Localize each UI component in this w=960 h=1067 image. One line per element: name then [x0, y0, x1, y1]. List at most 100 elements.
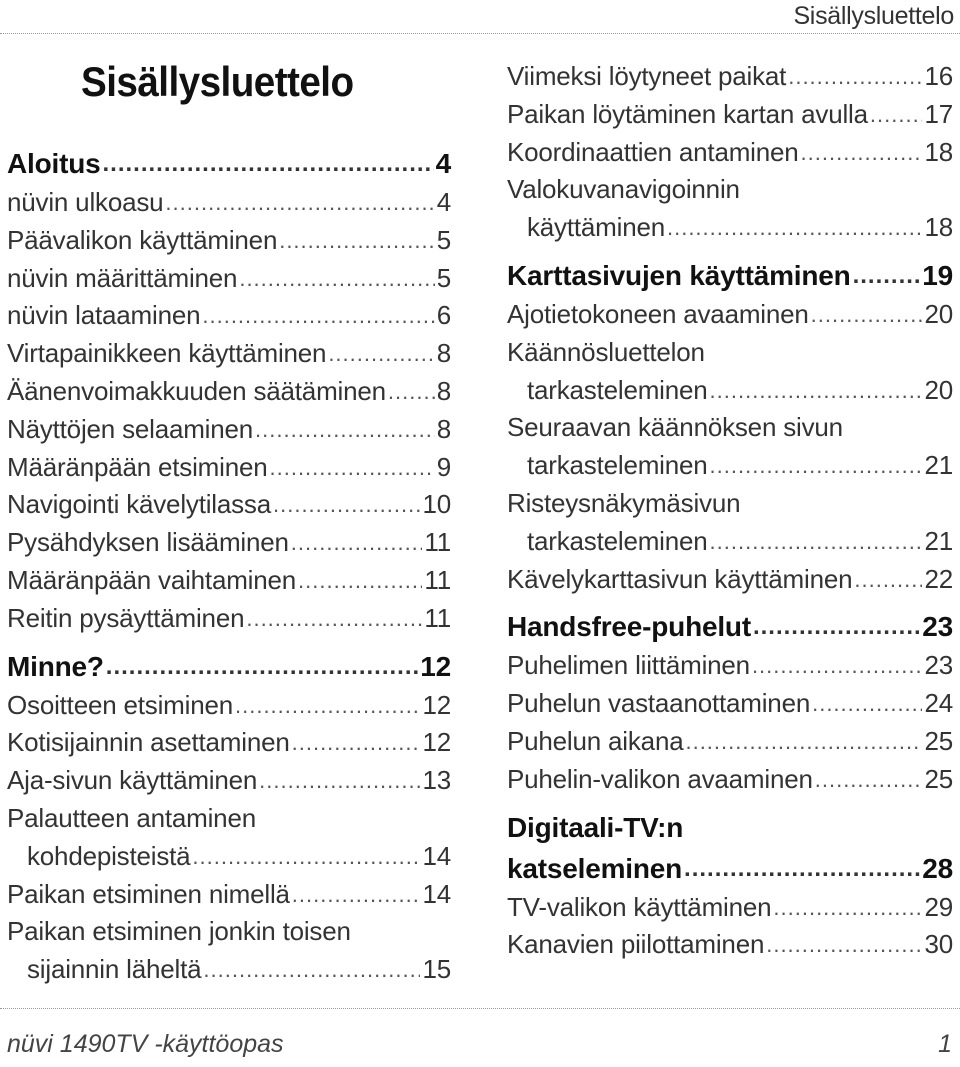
toc-entry[interactable]: Ajotietokoneen avaaminen................…	[507, 296, 953, 334]
toc-leader-dots: ........................................…	[685, 728, 922, 754]
toc-entry[interactable]: tarkasteleminen.........................…	[507, 523, 953, 561]
toc-page-number: 19	[922, 259, 953, 291]
toc-entry[interactable]: tarkasteleminen.........................…	[507, 447, 953, 485]
toc-entry[interactable]: Näyttöjen selaaminen....................…	[7, 411, 451, 449]
toc-page-number: 5	[436, 224, 451, 255]
toc-page-number: 12	[422, 727, 451, 758]
toc-page-number: 17	[924, 98, 953, 129]
toc-entry-label: Aja-sivun käyttäminen	[7, 765, 258, 796]
toc-entry[interactable]: Puhelimen liittäminen...................…	[507, 647, 953, 685]
toc-leader-dots: ........................................…	[684, 854, 920, 882]
toc-entry[interactable]: Määränpään etsiminen....................…	[7, 449, 451, 487]
toc-entry-label: Virtapainikkeen käyttäminen	[7, 338, 327, 369]
toc-entry-line: Käännösluettelon	[507, 336, 705, 367]
toc-leader-dots: ........................................…	[291, 730, 421, 756]
toc-leader-dots: ........................................…	[752, 613, 921, 641]
toc-page-number: 9	[436, 451, 451, 482]
toc-entry[interactable]: Aja-sivun käyttäminen...................…	[7, 762, 451, 800]
toc-page-number: 12	[422, 689, 451, 720]
toc-entry[interactable]: katseleminen............................…	[507, 848, 953, 889]
toc-entry[interactable]: kohdepisteistä..........................…	[7, 838, 451, 876]
toc-entry[interactable]: Handsfree-puhelut.......................…	[507, 606, 953, 647]
toc-page-number: 28	[922, 852, 953, 884]
toc-page-number: 8	[436, 413, 451, 444]
toc-entry-label: Kotisijainnin asettaminen	[7, 727, 290, 758]
toc-entry[interactable]: Kotisijainnin asettaminen...............…	[7, 724, 451, 762]
toc-entry-label: Viimeksi löytyneet paikat	[507, 61, 787, 91]
toc-entry-line: Seuraavan käännöksen sivun	[507, 412, 843, 443]
toc-entry[interactable]: Päävalikon käyttäminen..................…	[7, 222, 451, 260]
toc-leader-dots: ........................................…	[259, 768, 420, 794]
toc-entry[interactable]: Puhelun vastaanottaminen................…	[507, 685, 953, 723]
toc-entry[interactable]: Paikan löytäminen kartan avulla.........…	[507, 96, 953, 134]
toc-entry[interactable]: Minne?..................................…	[7, 646, 451, 687]
toc-leader-dots: ........................................…	[709, 453, 923, 479]
toc-entry[interactable]: Puhelin-valikon avaaminen...............…	[507, 761, 953, 799]
toc-page-number: 18	[924, 212, 953, 243]
toc-page-number: 20	[924, 374, 953, 405]
toc-left-column: Aloitus.................................…	[7, 143, 451, 989]
top-divider	[0, 33, 960, 34]
toc-page-number: 15	[422, 954, 451, 985]
footer-page-number: 1	[938, 1030, 952, 1058]
toc-leader-dots: ........................................…	[105, 652, 419, 680]
toc-entry-label: Kanavien piilottaminen	[507, 929, 765, 960]
toc-entry[interactable]: nüvin ulkoasu...........................…	[7, 184, 451, 222]
toc-entry[interactable]: Kävelykarttasivun käyttäminen...........…	[507, 561, 953, 599]
toc-entry-label: Minne?	[7, 650, 104, 682]
toc-entry-label: käyttäminen	[527, 212, 665, 243]
toc-entry[interactable]: nüvin lataaminen........................…	[7, 297, 451, 335]
toc-entry-label: katseleminen	[507, 852, 683, 884]
toc-leader-dots: ........................................…	[800, 139, 923, 165]
toc-entry-label: Paikan etsiminen nimellä	[7, 878, 290, 909]
toc-entry[interactable]: Aloitus.................................…	[7, 143, 451, 184]
toc-entry[interactable]: Äänenvoimakkuuden säätäminen............…	[7, 373, 451, 411]
toc-leader-dots: ........................................…	[709, 377, 923, 403]
toc-page-number: 4	[435, 148, 452, 179]
toc-leader-dots: ........................................…	[814, 766, 923, 792]
toc-entry[interactable]: tarkasteleminen.........................…	[507, 372, 953, 410]
toc-leader-dots: ........................................…	[273, 492, 420, 518]
toc-entry-label: Määränpään vaihtaminen	[7, 564, 297, 595]
toc-page-number: 16	[924, 61, 953, 91]
toc-entry[interactable]: Pysähdyksen lisääminen..................…	[7, 524, 451, 562]
toc-entry[interactable]: Reitin pysäyttäminen....................…	[7, 600, 451, 638]
toc-page-number: 22	[924, 563, 953, 594]
toc-leader-dots: ........................................…	[246, 605, 422, 631]
toc-entry[interactable]: TV-valikon käyttäminen..................…	[507, 889, 953, 927]
toc-entry[interactable]: Puhelun aikana..........................…	[507, 723, 953, 761]
toc-entry[interactable]: käyttäminen.............................…	[507, 209, 953, 247]
toc-entry[interactable]: sijainnin läheltä.......................…	[7, 951, 451, 989]
toc-entry[interactable]: Virtapainikkeen käyttäminen.............…	[7, 335, 451, 373]
toc-entry[interactable]: Määränpään vaihtaminen..................…	[7, 562, 451, 600]
toc-entry[interactable]: Navigointi kävelytilassa................…	[7, 486, 451, 524]
toc-entry[interactable]: Kanavien piilottaminen..................…	[507, 926, 953, 964]
toc-leader-dots: ........................................…	[387, 378, 435, 404]
toc-page-number: 23	[922, 611, 953, 643]
toc-page-number: 29	[924, 891, 953, 922]
toc-leader-dots: ........................................…	[269, 454, 435, 480]
toc-entry-label: Määränpään etsiminen	[7, 451, 268, 482]
toc-leader-dots: ........................................…	[298, 567, 422, 593]
toc-entry-label: kohdepisteistä	[27, 840, 191, 871]
toc-entry[interactable]: Osoitteen etsiminen.....................…	[7, 687, 451, 725]
toc-leader-dots: ........................................…	[869, 101, 923, 127]
toc-entry[interactable]: Koordinaattien antaminen................…	[507, 134, 953, 172]
toc-entry-label: Puhelun aikana	[507, 725, 684, 756]
toc-entry[interactable]: nüvin määrittäminen.....................…	[7, 260, 451, 298]
toc-entry[interactable]: Paikan etsiminen nimellä................…	[7, 876, 451, 914]
toc-leader-dots: ........................................…	[788, 64, 922, 89]
footer-manual-title: nüvi 1490TV -käyttöopas	[7, 1030, 284, 1058]
toc-entry-label: Pysähdyksen lisääminen	[7, 527, 289, 558]
toc-entry[interactable]: Karttasivujen käyttäminen...............…	[507, 255, 953, 296]
toc-leader-dots: ........................................…	[854, 566, 922, 592]
toc-leader-dots: ........................................…	[812, 691, 922, 717]
toc-entry[interactable]: Viimeksi löytyneet paikat...............…	[507, 58, 953, 96]
toc-entry-label: Karttasivujen käyttäminen	[507, 259, 851, 291]
toc-page-number: 21	[924, 450, 953, 481]
toc-entry-line: Paikan etsiminen jonkin toisen	[7, 916, 351, 947]
toc-entry-label: Handsfree-puhelut	[507, 611, 751, 643]
toc-page-number: 11	[424, 564, 451, 595]
toc-page-number: 30	[924, 929, 953, 960]
